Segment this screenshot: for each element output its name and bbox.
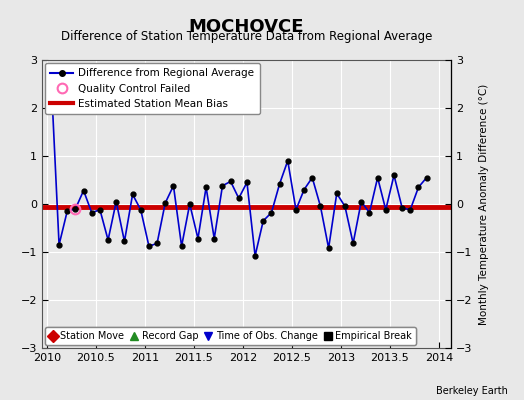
Text: Difference of Station Temperature Data from Regional Average: Difference of Station Temperature Data f…	[61, 30, 432, 43]
Text: MOCHOVCE: MOCHOVCE	[189, 18, 304, 36]
Y-axis label: Monthly Temperature Anomaly Difference (°C): Monthly Temperature Anomaly Difference (…	[479, 83, 489, 325]
Text: Berkeley Earth: Berkeley Earth	[436, 386, 508, 396]
Legend: Station Move, Record Gap, Time of Obs. Change, Empirical Break: Station Move, Record Gap, Time of Obs. C…	[45, 327, 416, 345]
